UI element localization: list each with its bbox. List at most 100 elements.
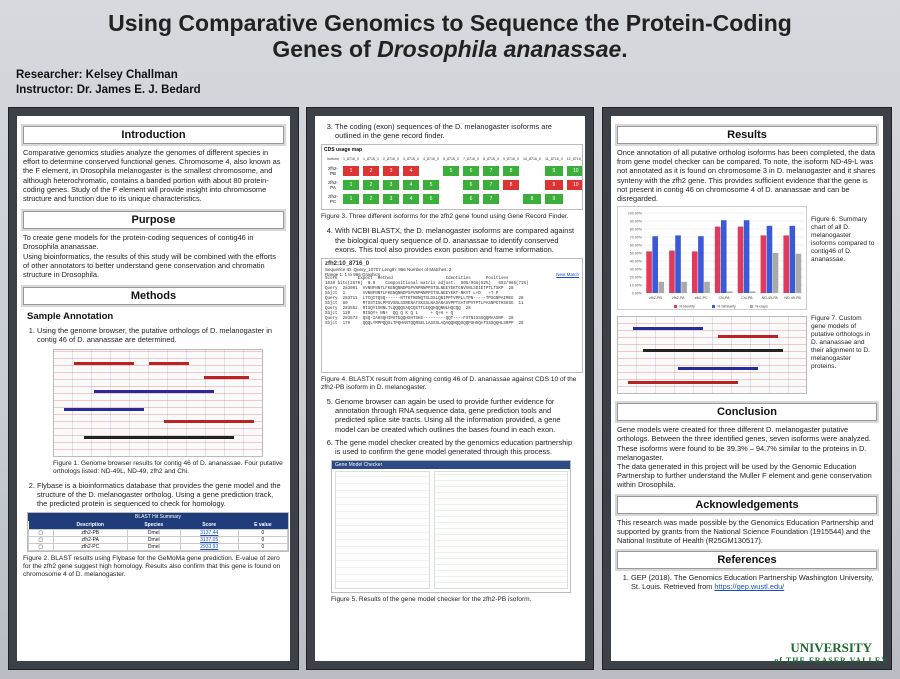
blast-alignment-line: Score Expect Method Identities Positives	[325, 277, 509, 282]
blast-table-title: BLAST Hit Summary	[28, 513, 288, 522]
methods-steps-3: The coding (exon) sequences of the D. me…	[321, 122, 579, 140]
usage-header-cell: 5_8716_0	[441, 155, 460, 164]
row-checkbox[interactable]: ▢	[28, 543, 54, 552]
methods-steps: Using the genome browser, the putative o…	[23, 326, 284, 344]
bar	[795, 254, 802, 294]
purpose-text-2: Using bioinformatics, the results of thi…	[23, 251, 276, 280]
summary-bar-chart: 0.00% 10.00% 20.00% 30.00% 40.00% 50.00% 60.00…	[617, 206, 807, 311]
x-tick-label: zfh2-PB	[649, 296, 662, 300]
bar	[737, 226, 744, 294]
bar	[760, 235, 767, 294]
method-step-3: The coding (exon) sequences of the D. me…	[335, 122, 579, 140]
results-heading: Results	[617, 126, 877, 144]
column-3: Results Once annotation of all putative …	[602, 107, 892, 670]
usage-cell: 9	[543, 179, 564, 192]
blast-species: Dmel	[126, 536, 181, 545]
usage-isoform-name: zfh2-PA	[326, 179, 340, 192]
usage-cell: 5	[421, 179, 440, 192]
x-tick-label: Chi-PA	[718, 296, 730, 300]
usage-cell: 4	[401, 179, 420, 192]
usage-cell: 2	[361, 165, 380, 178]
usage-cell: 1	[341, 179, 360, 192]
bar	[652, 236, 658, 294]
blast-alignment-line: 1038 bits(2670) 0.0 Compositional matrix…	[325, 282, 529, 287]
title-line2-pre: Genes of	[272, 36, 378, 62]
x-tick-label: Chi-PB	[741, 296, 753, 300]
bar	[783, 235, 790, 294]
method-step-1: Using the genome browser, the putative o…	[37, 326, 284, 344]
purpose-heading: Purpose	[23, 211, 284, 230]
usage-cell: 6	[461, 179, 480, 192]
conclusion-heading: Conclusion	[617, 403, 877, 422]
bar	[692, 251, 698, 294]
blast-alignment: Score Expect Method Identities Positives…	[325, 277, 579, 327]
blast-score[interactable]: 3137.44	[179, 529, 239, 538]
method-step-5: Genome browser can again be used to prov…	[335, 397, 579, 434]
bar	[675, 235, 681, 294]
blast-alignment-line: Query 283091 VVNNFNNTLFKENQNNDPSPVNPNNPP…	[325, 287, 514, 292]
blast-desc: zfh2-PA	[52, 536, 128, 545]
row-checkbox[interactable]: ▢	[28, 536, 54, 545]
usage-cell: 6	[461, 193, 480, 206]
usage-cell	[521, 165, 542, 178]
figure-7-caption: Figure 7. Custom gene models of putative…	[811, 315, 871, 371]
blast-col-header	[28, 521, 54, 530]
bar	[766, 226, 773, 294]
usage-cell	[441, 179, 460, 192]
y-tick-label: 60.00%	[630, 244, 643, 248]
legend-label: % Gaps	[755, 305, 768, 309]
usage-header-cell: 1_8716_0	[341, 155, 360, 164]
figure-1-caption: Figure 1. Genome browser results for con…	[53, 459, 283, 475]
y-tick-label: 20.00%	[630, 276, 643, 280]
reference-1: GEP (2018). The Genomics Education Partn…	[631, 573, 877, 591]
usage-cell: 5	[421, 193, 440, 206]
figure-4-caption: Figure 4. BLASTX result from aligning co…	[321, 376, 577, 392]
blast-meta: Sequence ID: Query_10707 Length: 966 Num…	[325, 267, 452, 273]
x-tick-label: zfh2-PC	[695, 296, 708, 300]
y-tick-label: 10.00%	[630, 284, 643, 288]
reference-1-link[interactable]: https://gep.wustl.edu/	[714, 582, 785, 592]
cds-usage-map: CDS usage map Isoform 1_8716_0 1_8716_1 2_8…	[321, 144, 583, 211]
bar	[749, 291, 756, 294]
methods-heading: Methods	[23, 287, 284, 306]
usage-cell: 3	[381, 193, 400, 206]
usage-cell: 8	[501, 179, 520, 192]
usage-cell: 7	[481, 193, 500, 206]
bar	[772, 253, 779, 294]
usage-cell: 2	[361, 179, 380, 192]
usage-cell: 2	[361, 193, 380, 206]
usage-cell: 8	[521, 193, 542, 206]
usage-cell: 4	[401, 165, 420, 178]
blast-score[interactable]: 3137.05	[179, 536, 239, 545]
bar	[669, 250, 675, 294]
blast-score[interactable]: 2933.93	[179, 543, 239, 552]
method-step-6: The gene model checker created by the ge…	[335, 438, 579, 456]
next-match-link[interactable]: Next Match	[556, 272, 579, 278]
legend-swatch	[750, 305, 753, 309]
x-tick-label: ND-49-PA	[762, 296, 779, 300]
legend-swatch	[712, 305, 715, 309]
y-tick-label: 40.00%	[630, 260, 643, 264]
usage-header-cell: Isoform	[326, 155, 340, 164]
blast-evalue: 0	[237, 543, 288, 552]
column-2: The coding (exon) sequences of the D. me…	[306, 107, 594, 670]
table-row: ▢ zfh2-PC Dmel 2933.93 0	[28, 543, 288, 552]
blast-hit-table: BLAST Hit Summary Description Species Sc…	[27, 512, 289, 553]
row-checkbox[interactable]: ▢	[28, 529, 54, 538]
usage-header-cell: 9_8716_0	[501, 155, 520, 164]
bar	[789, 226, 796, 294]
usage-cell	[501, 193, 520, 206]
usage-cell	[521, 179, 542, 192]
researcher: Researcher: Kelsey Challman	[16, 69, 178, 81]
usage-header-cell: 3_8716_0	[401, 155, 420, 164]
blast-col-header: Description	[53, 521, 128, 530]
introduction-heading: Introduction	[23, 126, 284, 144]
genome-browser-figure	[53, 348, 263, 457]
blast-alignment-line: Query 283573 QSQ-IAHSQHIPSTEQQHSHTSHS---…	[325, 317, 514, 322]
table-row: ▢ zfh2-PA Dmel 3137.05 0	[28, 536, 288, 545]
blast-desc: zfh2-PC	[52, 543, 128, 552]
references-list: GEP (2018). The Genomics Education Partn…	[617, 573, 877, 591]
blast-alignment-line: Query 283711 LTCQITQSQ------NTTKTNDNQTSL…	[325, 297, 524, 302]
usage-cell: 8	[501, 165, 520, 178]
bar	[658, 282, 665, 294]
